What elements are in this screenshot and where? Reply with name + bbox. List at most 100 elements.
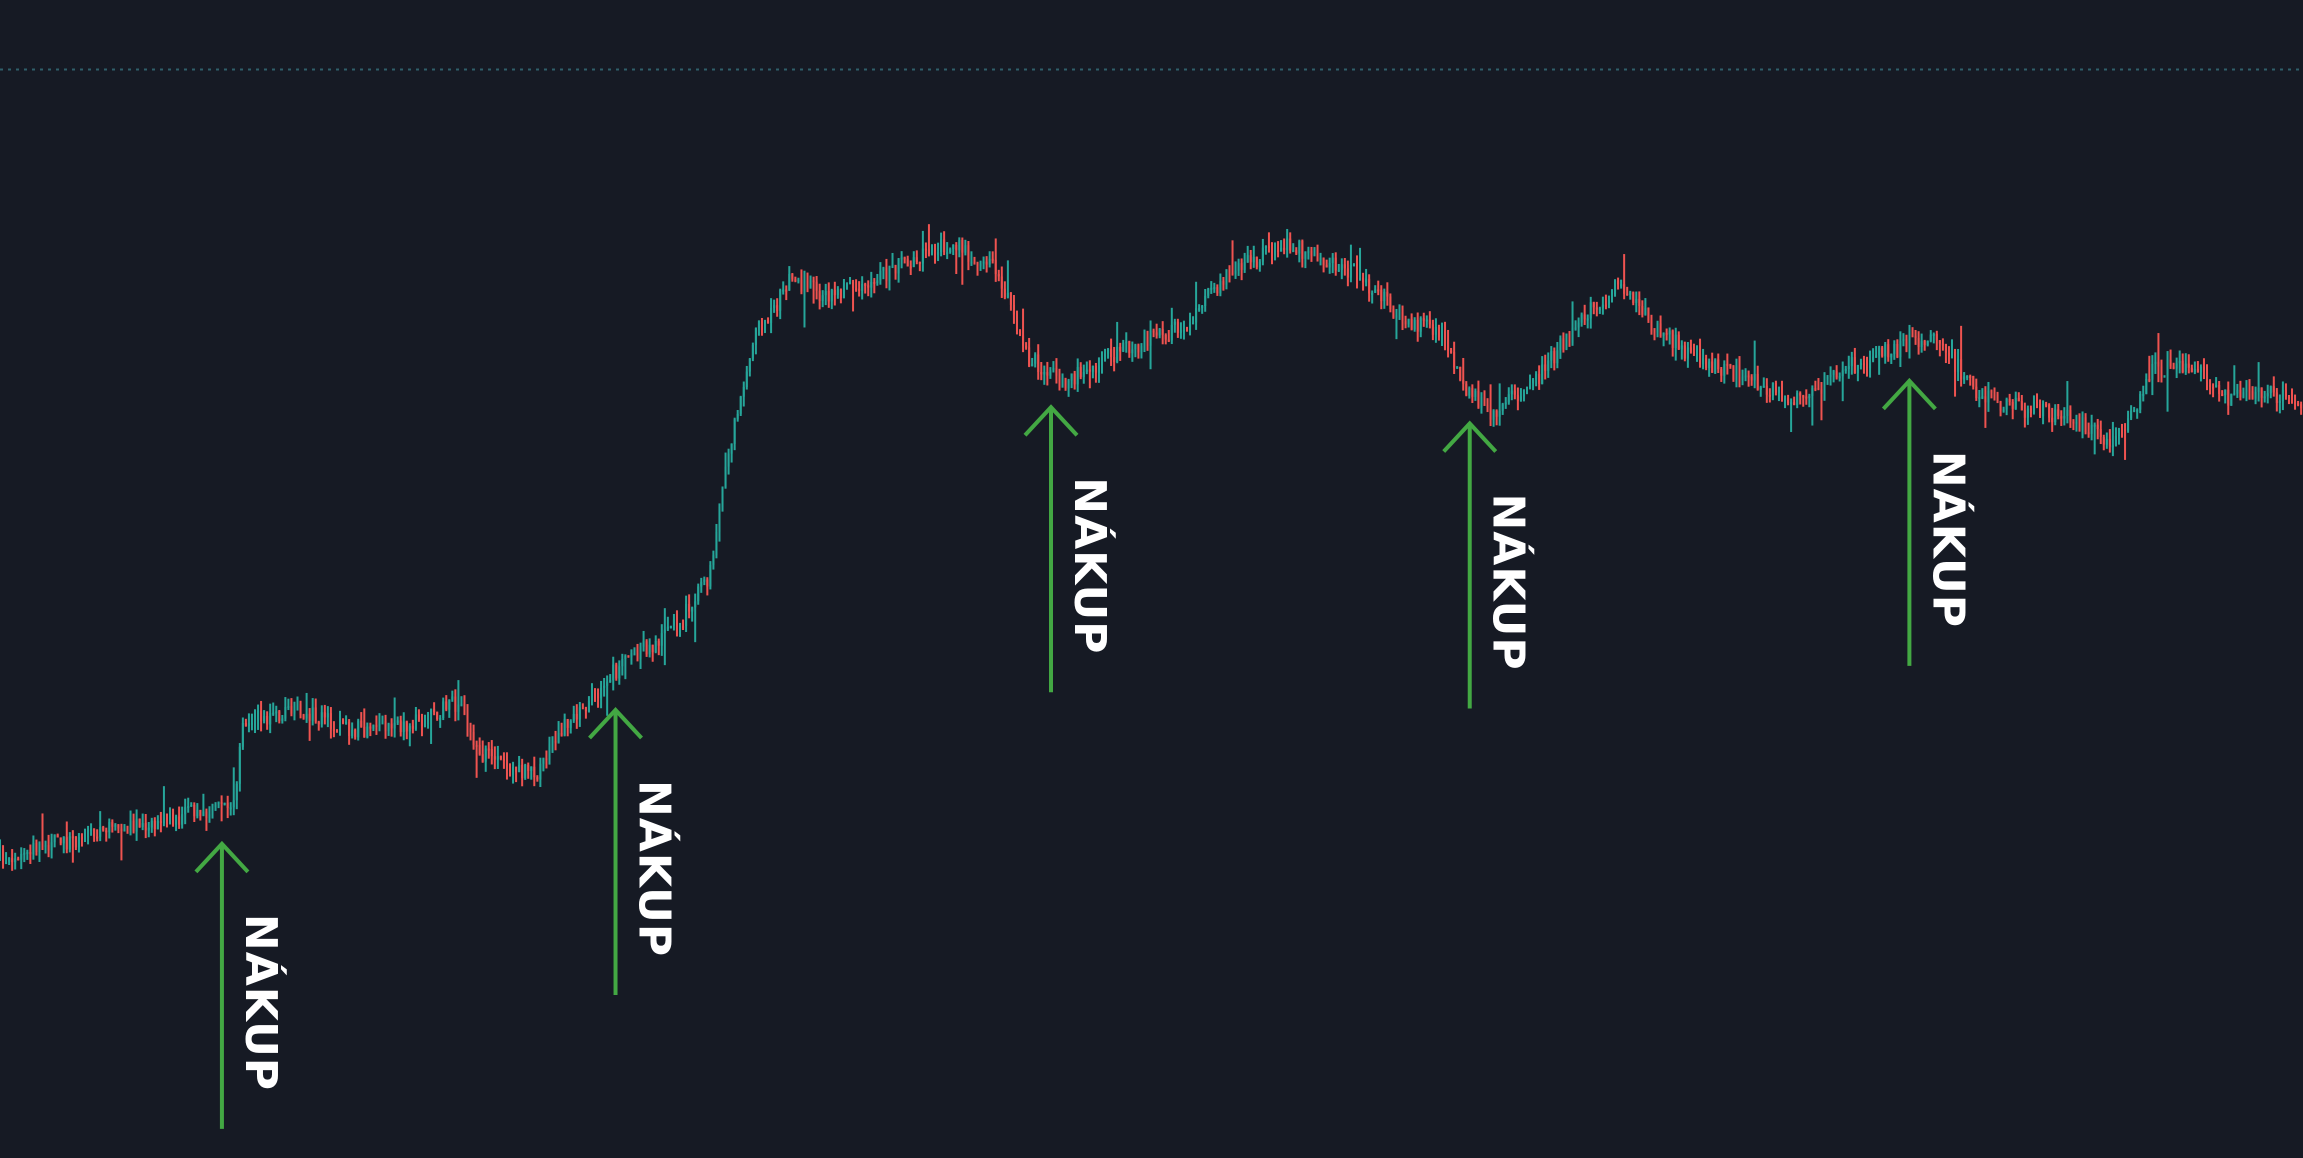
candle-down <box>1671 330 1674 348</box>
candle-down <box>502 759 505 762</box>
candle-down <box>2 849 5 863</box>
candle-down <box>1941 343 1944 346</box>
candle-down <box>74 836 77 848</box>
candle-down <box>1019 330 1022 336</box>
candle-up <box>2093 424 2096 427</box>
candle-down <box>2251 391 2254 399</box>
candle-up <box>311 707 314 721</box>
candle-down <box>885 267 888 282</box>
candle-up <box>1143 336 1146 347</box>
candle-down <box>934 247 937 256</box>
candle-up <box>1987 390 1990 403</box>
candle-up <box>235 783 238 801</box>
candle-up <box>988 258 991 265</box>
candle-down <box>1960 359 1963 380</box>
buy-signal-label: NÁKUP <box>1064 477 1117 654</box>
candle-up <box>736 413 739 420</box>
candle-down <box>29 851 32 855</box>
candle-down <box>991 258 994 261</box>
candle-down <box>126 829 129 833</box>
buy-signal: NÁKUP <box>1442 420 1536 709</box>
candle-up <box>68 836 71 850</box>
candle-up <box>32 842 35 855</box>
candle-down <box>499 756 502 760</box>
candle-down <box>1003 288 1006 298</box>
candle-down <box>178 816 181 825</box>
candle-down <box>290 706 293 714</box>
candle-up <box>773 305 776 308</box>
candle-up <box>703 579 706 582</box>
candle-up <box>1468 388 1471 396</box>
candle-up <box>952 244 955 250</box>
candle-down <box>2020 401 2023 411</box>
candle-up <box>1668 330 1671 335</box>
candle-up <box>797 279 800 282</box>
candle-down <box>657 640 660 646</box>
candle-down <box>1000 276 1003 289</box>
candle-down <box>1911 335 1914 338</box>
candle-up <box>1926 341 1929 346</box>
candle-down <box>138 818 141 827</box>
candle-up <box>1644 307 1647 315</box>
candle-down <box>1544 364 1547 371</box>
candle-up <box>1170 324 1173 341</box>
candle-down <box>1553 351 1556 364</box>
candle-up <box>439 717 442 720</box>
candle-up <box>296 704 299 710</box>
candle-down <box>2297 403 2300 406</box>
candle-up <box>23 852 26 855</box>
candle-down <box>205 811 208 818</box>
candle-up <box>1565 333 1568 350</box>
candle-down <box>1392 309 1395 318</box>
candle-down <box>1025 345 1028 348</box>
candle-down <box>1255 256 1258 268</box>
candle-up <box>2042 403 2045 417</box>
candle-up <box>108 822 111 833</box>
candle-down <box>521 764 524 779</box>
candle-down <box>1938 340 1941 344</box>
candle-up <box>1893 343 1896 354</box>
candle-up <box>402 721 405 733</box>
candle-up <box>214 804 217 807</box>
candle-up <box>2236 389 2239 394</box>
candle-up <box>1856 365 1859 374</box>
candle-up <box>2111 445 2114 448</box>
candle-down <box>1486 404 1489 409</box>
candle-down <box>332 728 335 731</box>
candle-up <box>1951 351 1954 356</box>
candle-up <box>2145 378 2148 394</box>
candle-down <box>1659 323 1662 337</box>
candle-down <box>1999 401 2002 411</box>
candle-down <box>1747 375 1750 378</box>
candle-down <box>1799 393 1802 396</box>
candle-down <box>466 714 469 729</box>
candle-down <box>855 288 858 291</box>
candle-down <box>2160 366 2163 376</box>
candle-down <box>1638 298 1641 306</box>
candle-down <box>363 726 366 738</box>
candle-down <box>1905 338 1908 352</box>
candle-down <box>776 305 779 311</box>
candle-down <box>472 732 475 745</box>
candle-up <box>2199 366 2202 373</box>
candle-up <box>372 725 375 729</box>
candle-up <box>724 466 727 488</box>
candle-down <box>1176 321 1179 333</box>
candle-up <box>320 712 323 725</box>
candle-up <box>275 711 278 714</box>
candle-down <box>839 289 842 299</box>
candle-up <box>135 818 138 832</box>
candle-down <box>1729 364 1732 367</box>
candle-up <box>1067 380 1070 389</box>
candle-down <box>199 809 202 816</box>
candle-up <box>530 766 533 771</box>
candle-up <box>1274 250 1277 255</box>
candle-up <box>739 396 742 414</box>
candle-up <box>937 252 940 256</box>
candle-down <box>1984 396 1987 403</box>
candle-up <box>1365 278 1368 283</box>
candle-up <box>1541 364 1544 384</box>
candle-up <box>2142 393 2145 396</box>
candle-down <box>487 748 490 751</box>
